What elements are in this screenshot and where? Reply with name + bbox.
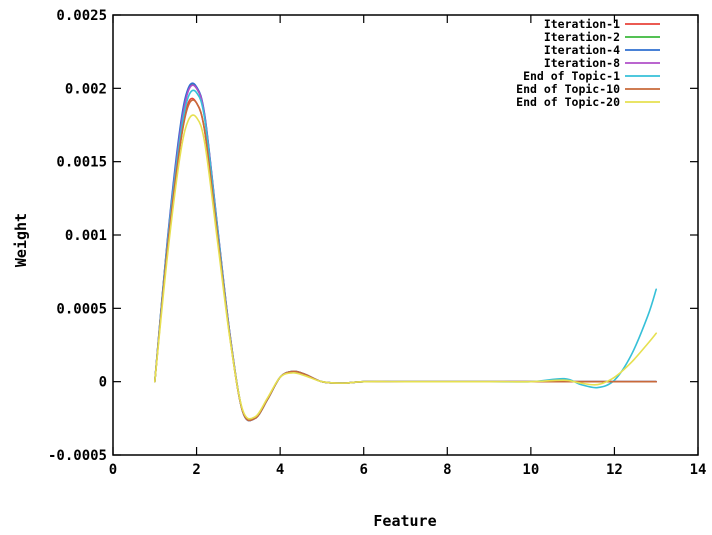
x-tick-label: 6 (359, 462, 367, 478)
legend-label-iteration-2: Iteration-2 (544, 30, 620, 44)
series-line-iteration-4 (155, 83, 656, 420)
y-tick-label: 0.001 (65, 228, 107, 244)
series-layer (155, 83, 656, 420)
y-tick-label: -0.0005 (48, 448, 107, 464)
x-tick-label: 4 (276, 462, 284, 478)
legend-label-iteration-8: Iteration-8 (544, 56, 620, 70)
y-tick-label: 0.0015 (56, 155, 107, 171)
x-tick-label: 2 (192, 462, 200, 478)
y-tick-label: 0.002 (65, 81, 107, 97)
series-line-iteration-8 (155, 85, 656, 421)
legend-label-end-of-topic-10: End of Topic-10 (516, 82, 620, 96)
legend-label-iteration-1: Iteration-1 (544, 17, 620, 31)
series-line-end-of-topic-10 (155, 100, 656, 421)
legend: Iteration-1Iteration-2Iteration-4Iterati… (516, 17, 660, 109)
x-axis-label: Feature (373, 512, 436, 530)
series-line-end-of-topic-1 (155, 90, 656, 420)
legend-label-end-of-topic-1: End of Topic-1 (523, 69, 620, 83)
y-tick-label: 0 (99, 375, 107, 391)
y-tick-label: 0.0005 (56, 301, 107, 317)
x-tick-label: 0 (109, 462, 117, 478)
x-tick-label: 14 (690, 462, 707, 478)
x-tick-label: 10 (522, 462, 539, 478)
legend-label-end-of-topic-20: End of Topic-20 (516, 95, 620, 109)
series-line-end-of-topic-20 (155, 115, 656, 419)
y-axis-label: Weight (12, 213, 30, 267)
x-tick-label: 8 (443, 462, 451, 478)
x-tick-label: 12 (606, 462, 623, 478)
series-line-iteration-1 (155, 98, 656, 420)
legend-label-iteration-4: Iteration-4 (544, 43, 620, 57)
y-tick-label: 0.0025 (56, 8, 107, 24)
series-line-iteration-2 (155, 85, 656, 421)
